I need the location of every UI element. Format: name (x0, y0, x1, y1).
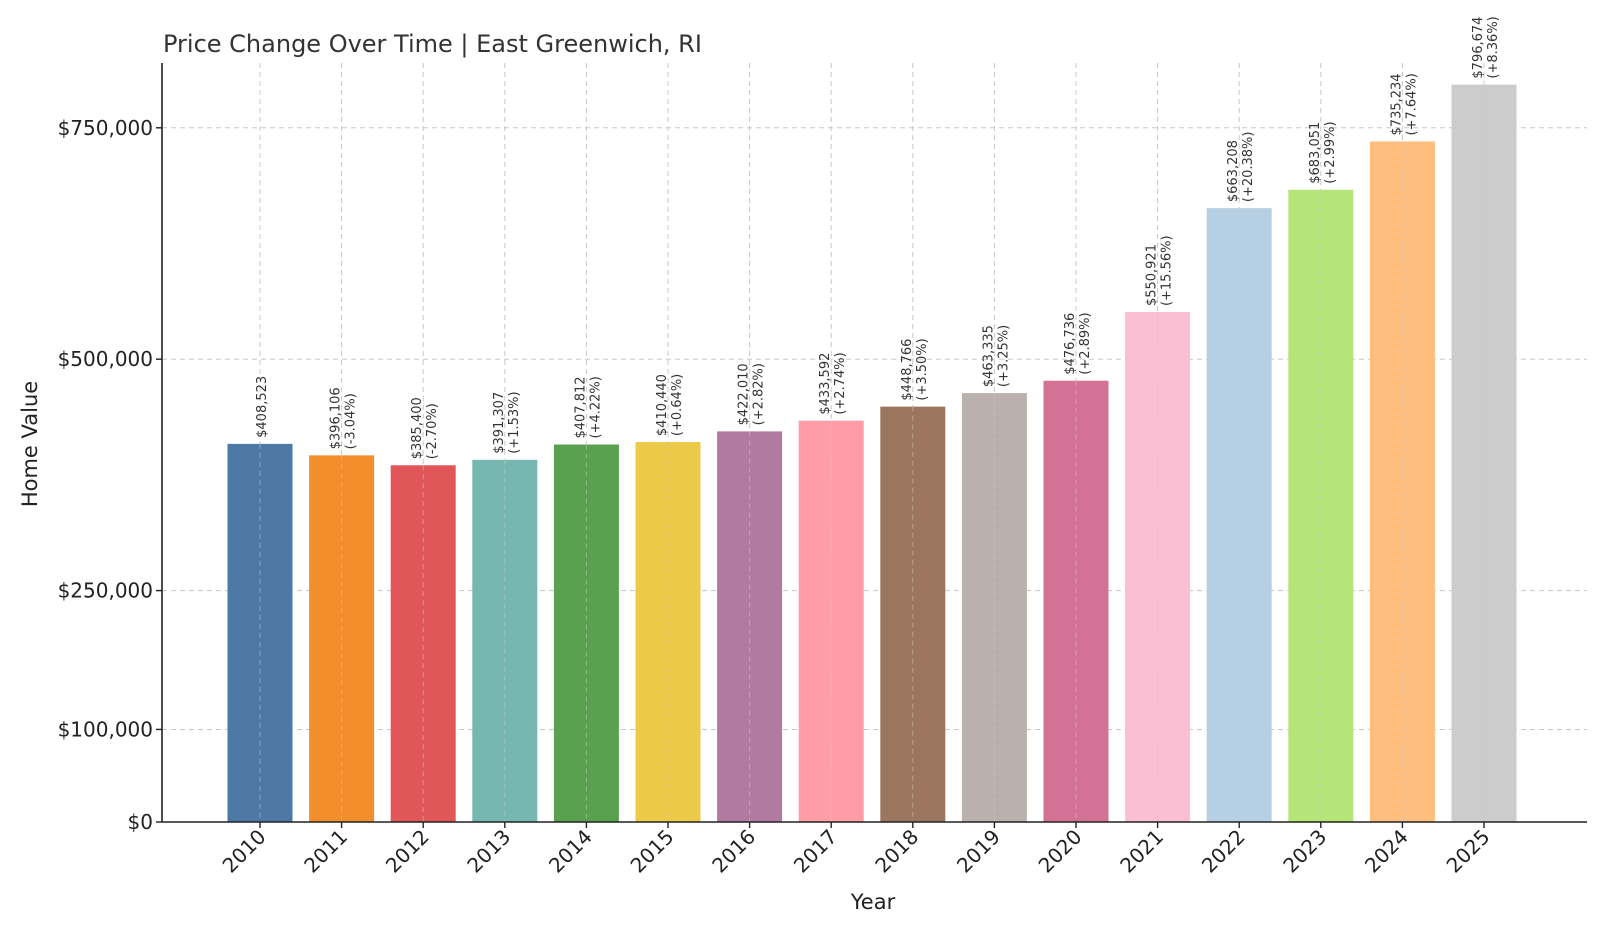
axis-layer (161, 63, 1587, 823)
x-tick-layer: 2010 2011 2012 2013 2014 2015 2016 2017 2018 2019… (218, 822, 1495, 878)
bar-change-label: (+4.22%) (588, 376, 603, 438)
y-tick-label: $750,000 (58, 116, 153, 140)
bar-value-label: $663,208 (1226, 140, 1241, 202)
bar-change-label: (+3.50%) (915, 338, 930, 400)
x-tick-label: 2010 (218, 825, 271, 878)
bar-value-label: $683,051 (1308, 122, 1323, 184)
x-tick-label: 2022 (1197, 825, 1250, 878)
x-tick-label: 2014 (544, 825, 597, 878)
bar-value-label: $550,921 (1145, 244, 1160, 306)
bar-value-label: $735,234 (1389, 73, 1404, 135)
y-tick-label: $100,000 (58, 717, 153, 741)
y-axis-label: Home Value (18, 381, 42, 507)
bar-change-label: (-2.70%) (425, 403, 440, 459)
bar-2012 (390, 465, 456, 822)
x-tick-label: 2016 (707, 825, 760, 878)
bar-label-layer: $408,523 $396,106 (-3.04%) $385,400 (-2.70%)… (255, 16, 1501, 459)
bar-change-label: (+7.64%) (1404, 73, 1419, 135)
x-tick-label: 2025 (1442, 825, 1495, 878)
bar-change-label: (+2.74%) (833, 352, 848, 414)
x-axis-label: Year (850, 890, 896, 914)
bar-change-label: (+20.38%) (1241, 132, 1256, 203)
bar-change-label: (-3.04%) (344, 393, 359, 449)
bar-layer (227, 84, 1517, 823)
bar-value-label: $463,335 (981, 325, 996, 387)
x-tick-label: 2012 (381, 825, 434, 878)
bar-change-label: (+0.64%) (670, 374, 685, 436)
bar-value-label: $448,766 (900, 339, 915, 401)
y-tick-label: $0 (128, 810, 153, 834)
bar-value-label: $396,106 (329, 387, 344, 449)
x-tick-label: 2020 (1034, 825, 1087, 878)
bar-2019 (961, 393, 1027, 822)
x-tick-label: 2017 (789, 825, 842, 878)
bar-value-label: $796,674 (1471, 17, 1486, 79)
bar-change-label: (+1.53%) (507, 391, 522, 453)
x-tick-label: 2019 (952, 825, 1005, 878)
bar-change-label: (+2.89%) (1078, 312, 1093, 374)
bar-value-label: $407,812 (573, 376, 588, 438)
chart-title: Price Change Over Time | East Greenwich,… (163, 30, 702, 58)
x-tick-label: 2013 (462, 825, 515, 878)
x-tick-label: 2018 (870, 825, 923, 878)
bar-value-label: $422,010 (737, 363, 752, 425)
bar-change-label: (+8.36%) (1486, 16, 1501, 78)
bar-change-label: (+3.25%) (996, 325, 1011, 387)
y-tick-label: $500,000 (58, 347, 153, 371)
y-tick-label: $250,000 (58, 579, 153, 603)
x-tick-label: 2021 (1115, 825, 1168, 878)
x-tick-label: 2023 (1278, 825, 1331, 878)
bar-value-label: $476,736 (1063, 313, 1078, 375)
x-tick-label: 2024 (1360, 825, 1413, 878)
bar-change-label: (+2.99%) (1323, 121, 1338, 183)
bar-value-label: $408,523 (255, 376, 270, 438)
bar-value-label: $391,307 (492, 392, 507, 454)
x-tick-label: 2011 (299, 825, 352, 878)
bar-value-label: $433,592 (818, 353, 833, 415)
bar-change-label: (+15.56%) (1160, 235, 1175, 306)
bar-value-label: $410,440 (655, 374, 670, 436)
bar-2014 (553, 444, 619, 822)
x-tick-label: 2015 (626, 825, 679, 878)
bar-change-label: (+2.82%) (752, 363, 767, 425)
bar-value-label: $385,400 (410, 397, 425, 459)
y-tick-layer: $0 $100,000 $250,000 $500,000 $750,000 (58, 116, 162, 834)
